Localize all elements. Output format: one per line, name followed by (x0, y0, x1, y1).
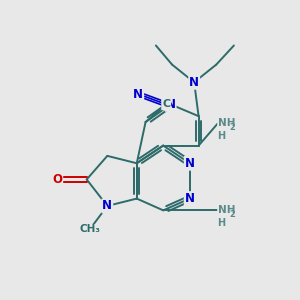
Text: CH₃: CH₃ (79, 224, 100, 235)
Text: N: N (185, 157, 195, 170)
Text: N: N (166, 98, 176, 111)
Text: C: C (162, 99, 170, 110)
Text: NH: NH (218, 206, 235, 215)
Text: N: N (189, 76, 199, 89)
Text: N: N (102, 200, 112, 212)
Text: N: N (185, 192, 195, 205)
Text: 2: 2 (229, 210, 235, 219)
Text: 2: 2 (229, 123, 235, 132)
Text: H: H (217, 218, 225, 228)
Text: O: O (52, 173, 62, 186)
Text: N: N (133, 88, 143, 100)
Text: H: H (217, 131, 225, 141)
Text: NH: NH (218, 118, 235, 128)
